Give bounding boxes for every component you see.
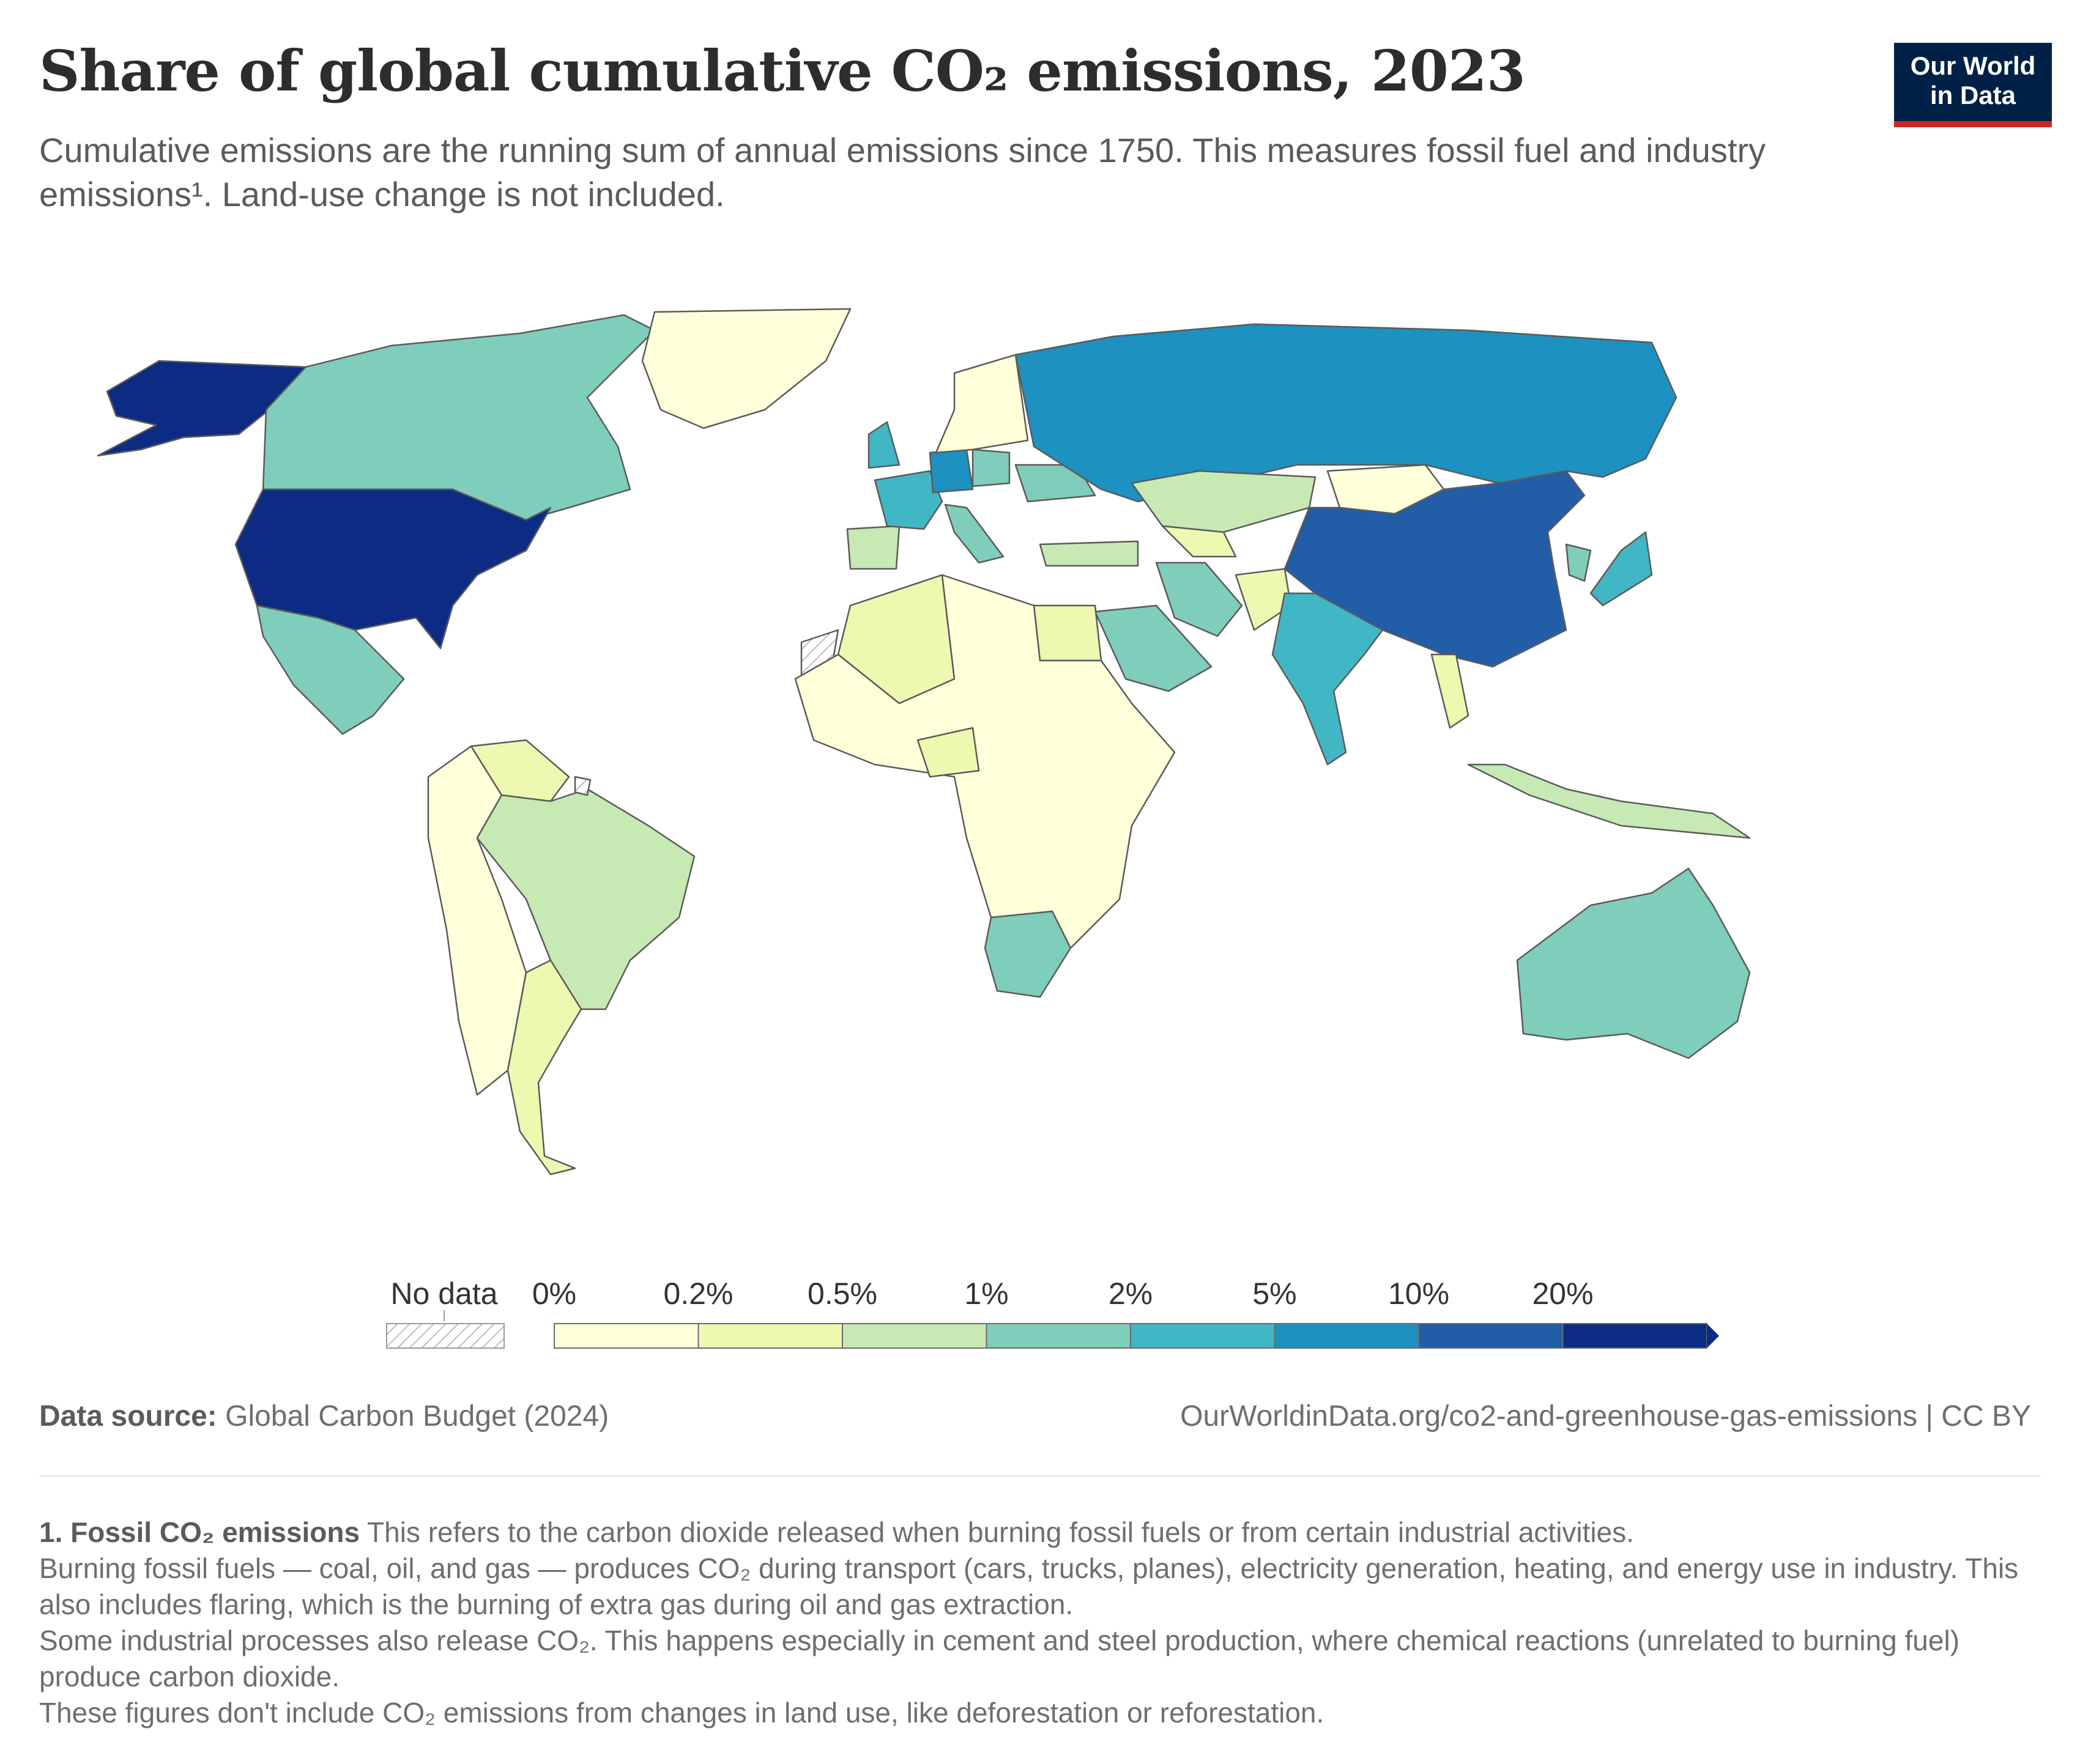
legend-swatch-2	[842, 1323, 987, 1349]
map-region-africa-most-countries[interactable]	[794, 574, 1176, 949]
footnote-3: Some industrial processes also release C…	[39, 1625, 1960, 1692]
legend-tick-label: 10%	[1388, 1277, 1449, 1311]
map-region-nigeria[interactable]	[916, 727, 980, 778]
source-url[interactable]: OurWorldinData.org/co2-and-greenhouse-ga…	[1180, 1400, 2031, 1432]
map-region-argentina[interactable]	[507, 959, 582, 1176]
map-region-spain[interactable]	[846, 525, 901, 570]
footer-divider	[39, 1475, 2041, 1477]
data-source-label: Data source:	[39, 1400, 217, 1432]
map-region-indonesia[interactable]	[1467, 763, 1751, 839]
legend-arrow-tip	[1707, 1324, 1719, 1348]
map-region-thailand[interactable]	[1430, 653, 1469, 729]
legend-swatch-0	[554, 1323, 699, 1349]
map-region-greenland[interactable]	[641, 308, 852, 429]
legend-tick-label: 0%	[532, 1277, 576, 1311]
data-source-text: Global Carbon Budget (2024)	[225, 1400, 609, 1432]
map-region-poland[interactable]	[971, 448, 1011, 487]
map-region-united-kingdom[interactable]	[867, 421, 901, 469]
map-region-egypt[interactable]	[1033, 604, 1102, 662]
legend-swatch-3	[986, 1323, 1131, 1349]
legend: No data 0% 0.2% 0.5% 1% 2% 5% 10% 20%	[386, 1277, 1719, 1349]
footnote-1: 1. Fossil CO₂ emissions This refers to t…	[39, 1514, 2046, 1551]
legend-tick-label: 2%	[1109, 1277, 1153, 1311]
map-region-turkey[interactable]	[1039, 540, 1139, 567]
legend-tick-label: 1%	[964, 1277, 1008, 1311]
map-region-germany[interactable]	[929, 448, 974, 494]
owid-logo[interactable]: Our World in Data	[1894, 43, 2052, 127]
map-region-south-korea[interactable]	[1565, 543, 1592, 582]
footnote-1-title: 1. Fossil CO₂ emissions	[39, 1516, 360, 1548]
map-region-italy[interactable]	[944, 503, 1005, 564]
legend-tick-label: 20%	[1532, 1277, 1593, 1311]
map-region-uzbekistan[interactable]	[1161, 525, 1237, 558]
map-regions[interactable]	[97, 308, 1751, 1176]
footnotes: 1. Fossil CO₂ emissions This refers to t…	[39, 1514, 2046, 1731]
legend-tick-label: 0.5%	[808, 1277, 877, 1311]
footnote-4: These figures don't include CO₂ emission…	[39, 1697, 1324, 1729]
map-region-french-guiana[interactable]	[574, 776, 592, 796]
legend-swatch-6	[1418, 1323, 1564, 1349]
legend-swatch-4	[1130, 1323, 1276, 1349]
legend-swatch-7	[1562, 1323, 1707, 1349]
legend-no-data-swatch	[386, 1323, 505, 1349]
legend-swatch-5	[1274, 1323, 1419, 1349]
footnote-2: Burning fossil fuels — coal, oil, and ga…	[39, 1552, 2019, 1620]
map-region-alaska[interactable]	[97, 360, 307, 457]
logo-line-2: in Data	[1930, 81, 2016, 109]
data-source: Data source: Global Carbon Budget (2024)	[39, 1399, 609, 1433]
map-region-japan[interactable]	[1589, 531, 1653, 607]
map-region-saudi-arabia[interactable]	[1094, 604, 1213, 692]
chart-title: Share of global cumulative CO₂ emissions…	[39, 38, 1526, 104]
legend-swatch-1	[697, 1323, 843, 1349]
map-region-india[interactable]	[1271, 592, 1384, 766]
map-region-kazakhstan[interactable]	[1131, 470, 1317, 533]
map-region-australia[interactable]	[1516, 867, 1751, 1059]
chart-subtitle: Cumulative emissions are the running sum…	[39, 131, 1766, 213]
map-region-south-africa[interactable]	[984, 910, 1072, 998]
map-region-france[interactable]	[874, 470, 943, 530]
logo-accent-bar	[1894, 121, 2052, 127]
world-map[interactable]	[0, 287, 2080, 1242]
legend-tick-label: 0.2%	[664, 1277, 734, 1311]
map-region-europe-other[interactable]	[935, 354, 1029, 454]
footnote-1-text: This refers to the carbon dioxide releas…	[367, 1516, 1635, 1548]
map-region-ukraine[interactable]	[1014, 464, 1096, 503]
map-region-iran[interactable]	[1155, 561, 1243, 637]
legend-no-data-label: No data	[390, 1277, 497, 1311]
legend-tick-label: 5%	[1252, 1277, 1296, 1311]
map-region-mexico[interactable]	[256, 604, 405, 735]
logo-line-1: Our World	[1910, 51, 2036, 80]
legend-bins: 0% 0.2% 0.5% 1% 2% 5% 10% 20%	[532, 1277, 1719, 1349]
